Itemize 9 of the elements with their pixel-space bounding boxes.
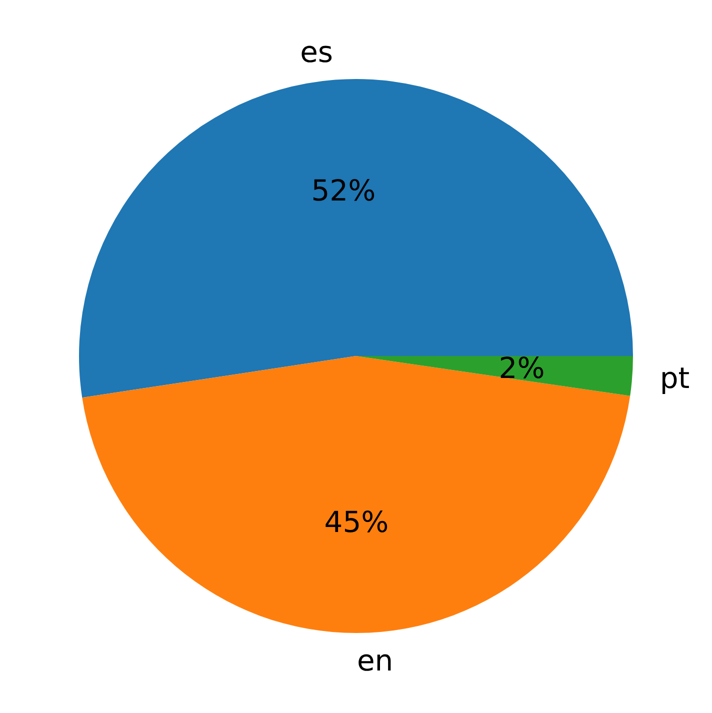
data-label: 52%	[311, 173, 376, 208]
data-label: 45%	[324, 505, 389, 540]
pie-slice	[79, 79, 633, 398]
slice-label: pt	[660, 360, 690, 395]
slice-label: en	[356, 644, 394, 678]
slice-label: es	[300, 35, 334, 70]
pie-slice	[356, 356, 633, 396]
pie-slice	[82, 356, 630, 633]
data-label: 2%	[498, 351, 545, 385]
